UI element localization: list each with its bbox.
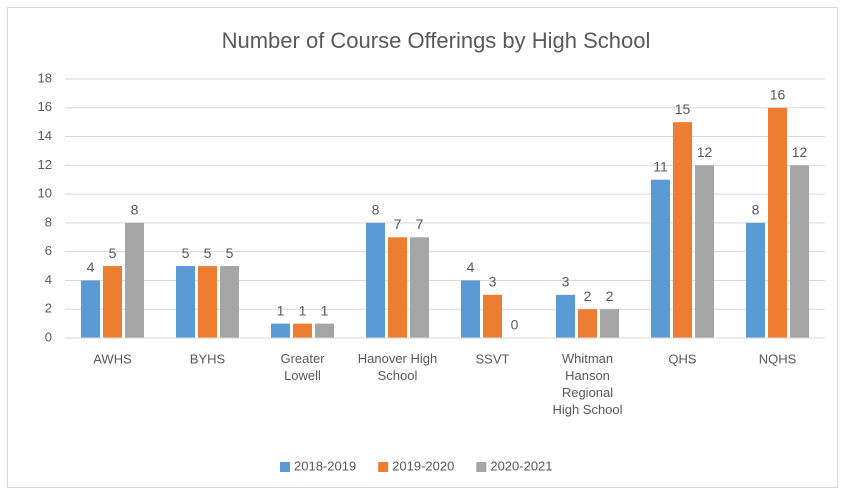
y-tick-label: 14 (38, 128, 52, 143)
bar (556, 294, 575, 338)
x-tick-label: QHS (668, 351, 697, 366)
bar (410, 237, 429, 338)
data-label: 7 (416, 216, 424, 232)
bar (461, 280, 480, 338)
bar (651, 179, 670, 338)
data-label: 8 (752, 202, 760, 218)
data-label: 8 (131, 202, 139, 218)
chart-title: Number of Course Offerings by High Schoo… (222, 28, 651, 53)
data-label: 5 (204, 245, 212, 261)
data-label: 15 (675, 101, 691, 117)
bar (366, 222, 385, 338)
bar (673, 122, 692, 339)
bar (790, 165, 809, 338)
bar (125, 222, 144, 338)
legend-swatch (378, 462, 389, 472)
data-label: 1 (321, 302, 329, 318)
data-label: 12 (792, 144, 808, 160)
legend-label: 2018-2019 (294, 458, 356, 473)
y-tick-label: 16 (38, 99, 52, 114)
y-tick-label: 18 (38, 70, 52, 85)
data-label: 8 (372, 202, 380, 218)
data-label: 5 (109, 245, 117, 261)
data-label: 12 (697, 144, 713, 160)
data-label: 0 (511, 317, 519, 333)
data-label: 1 (299, 302, 307, 318)
x-tick-label: SSVT (476, 351, 510, 366)
y-tick-label: 10 (38, 186, 52, 201)
data-label: 5 (182, 245, 190, 261)
data-label: 11 (653, 158, 668, 174)
bar (315, 323, 334, 338)
data-label: 5 (226, 245, 234, 261)
x-tick-label: BYHS (190, 351, 226, 366)
x-tick-label: Hanover High School (358, 351, 438, 383)
x-tick-label: Greater Lowell (280, 351, 325, 383)
data-label: 2 (584, 288, 592, 304)
bar (293, 323, 312, 338)
legend-swatch (280, 462, 290, 472)
data-label: 2 (606, 288, 614, 304)
legend-label: 2019-2020 (392, 458, 454, 473)
bar (388, 237, 407, 338)
y-tick-label: 6 (45, 243, 52, 258)
data-label: 7 (394, 216, 402, 232)
bar (81, 280, 100, 338)
bar (768, 107, 787, 339)
data-label: 3 (562, 274, 570, 290)
bar (220, 266, 239, 338)
y-tick-label: 2 (45, 301, 52, 316)
bar (271, 323, 290, 338)
bar (483, 294, 502, 338)
bar (578, 309, 597, 338)
bar (176, 266, 195, 338)
y-tick-label: 0 (45, 329, 52, 344)
data-label: 16 (770, 86, 786, 102)
y-tick-label: 12 (38, 157, 52, 172)
bar (103, 266, 122, 338)
bar (746, 222, 765, 338)
x-tick-label: NQHS (759, 351, 797, 366)
data-label: 1 (277, 302, 285, 318)
bar (198, 266, 217, 338)
data-label: 4 (467, 259, 475, 275)
y-tick-label: 4 (45, 272, 52, 287)
x-tick-label: Whitman Hanson Regional High School (552, 351, 622, 417)
bar (695, 165, 714, 338)
legend-swatch (476, 462, 487, 472)
bar (600, 309, 619, 338)
x-tick-label: AWHS (93, 351, 132, 366)
data-label: 3 (489, 274, 497, 290)
legend-label: 2020-2021 (490, 458, 552, 473)
data-label: 4 (87, 259, 95, 275)
y-tick-label: 8 (45, 214, 52, 229)
